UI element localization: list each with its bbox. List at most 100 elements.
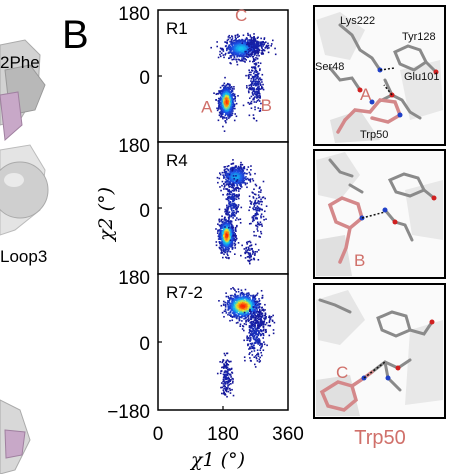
- density-point: [244, 257, 247, 259]
- density-point: [259, 82, 261, 84]
- density-point: [228, 34, 231, 37]
- density-point: [228, 218, 230, 220]
- density-point: [253, 67, 256, 70]
- density-point: [238, 317, 240, 320]
- density-point: [237, 182, 240, 185]
- density-point: [251, 303, 253, 306]
- density-point: [237, 95, 239, 97]
- density-point: [246, 38, 248, 40]
- density-point: [254, 183, 257, 186]
- density-point: [258, 361, 261, 363]
- density-point: [239, 40, 241, 42]
- density-point: [249, 339, 252, 341]
- density-point: [224, 89, 227, 92]
- density-point: [249, 252, 251, 255]
- density-point: [258, 331, 260, 334]
- left-label-loop3: Loop3: [0, 247, 47, 266]
- density-point: [264, 47, 267, 49]
- density-point: [257, 48, 260, 50]
- density-point: [223, 93, 226, 95]
- density-point: [242, 295, 245, 298]
- density-point: [253, 296, 255, 299]
- density-point: [261, 344, 263, 346]
- density-point: [229, 94, 231, 97]
- density-point: [229, 86, 232, 89]
- density-point: [235, 102, 238, 105]
- density-point: [224, 308, 227, 311]
- density-point: [228, 192, 231, 195]
- density-point: [240, 167, 243, 169]
- density-point: [228, 257, 230, 260]
- density-point: [228, 102, 231, 104]
- density-point: [240, 311, 243, 314]
- density-point: [233, 88, 235, 90]
- density-point: [251, 178, 254, 180]
- density-point: [228, 305, 231, 307]
- density-point: [230, 167, 233, 169]
- density-point: [242, 34, 245, 37]
- density-point: [251, 309, 254, 311]
- density-point: [227, 208, 229, 211]
- density-point: [258, 299, 261, 302]
- density-point: [252, 57, 255, 60]
- density-point: [248, 331, 250, 334]
- density-point: [252, 208, 255, 211]
- density-point: [237, 290, 240, 293]
- density-point: [221, 215, 223, 218]
- density-point: [224, 222, 226, 225]
- density-point: [246, 42, 249, 44]
- density-point: [222, 98, 225, 101]
- density-point: [231, 175, 234, 178]
- density-point: [239, 48, 241, 51]
- density-point: [221, 226, 223, 229]
- density-point: [246, 315, 249, 318]
- density-point: [266, 344, 268, 347]
- density-point: [257, 209, 259, 212]
- density-point: [257, 333, 259, 335]
- density-point: [256, 300, 258, 303]
- density-point: [257, 41, 260, 43]
- density-point: [234, 240, 236, 243]
- density-point: [251, 316, 254, 319]
- density-point: [247, 320, 250, 323]
- density-point: [234, 194, 237, 197]
- density-point: [220, 246, 223, 249]
- density-point: [226, 244, 229, 246]
- density-point: [231, 97, 234, 99]
- density-point: [230, 99, 233, 101]
- density-point: [226, 86, 229, 89]
- density-point: [236, 167, 239, 170]
- density-point: [239, 182, 242, 185]
- density-plot-r4: R4: [157, 141, 289, 275]
- density-point: [253, 188, 255, 191]
- density-point: [250, 324, 253, 326]
- density-point: [249, 40, 251, 43]
- density-point: [222, 193, 224, 196]
- density-point: [236, 177, 238, 179]
- density-point: [223, 105, 226, 108]
- density-point: [247, 292, 250, 294]
- density-point: [233, 207, 236, 209]
- density-point: [256, 88, 258, 91]
- density-point: [250, 102, 253, 105]
- density-point: [228, 83, 230, 86]
- density-point: [250, 48, 252, 51]
- density-point: [252, 203, 255, 205]
- density-point: [237, 299, 240, 302]
- density-point: [259, 97, 261, 99]
- density-point: [234, 168, 237, 171]
- density-point: [230, 204, 232, 206]
- density-point: [222, 101, 225, 103]
- density-point: [268, 47, 270, 49]
- density-point: [216, 232, 219, 234]
- left-partial-structure: 2Phe Loop3: [0, 39, 49, 474]
- density-point: [226, 48, 228, 50]
- density-point: [240, 51, 242, 54]
- density-point: [253, 307, 255, 309]
- density-point: [251, 93, 254, 95]
- density-point: [259, 343, 262, 345]
- density-point: [244, 299, 246, 302]
- density-point: [228, 361, 231, 363]
- density-point: [220, 105, 222, 107]
- density-point: [233, 41, 236, 44]
